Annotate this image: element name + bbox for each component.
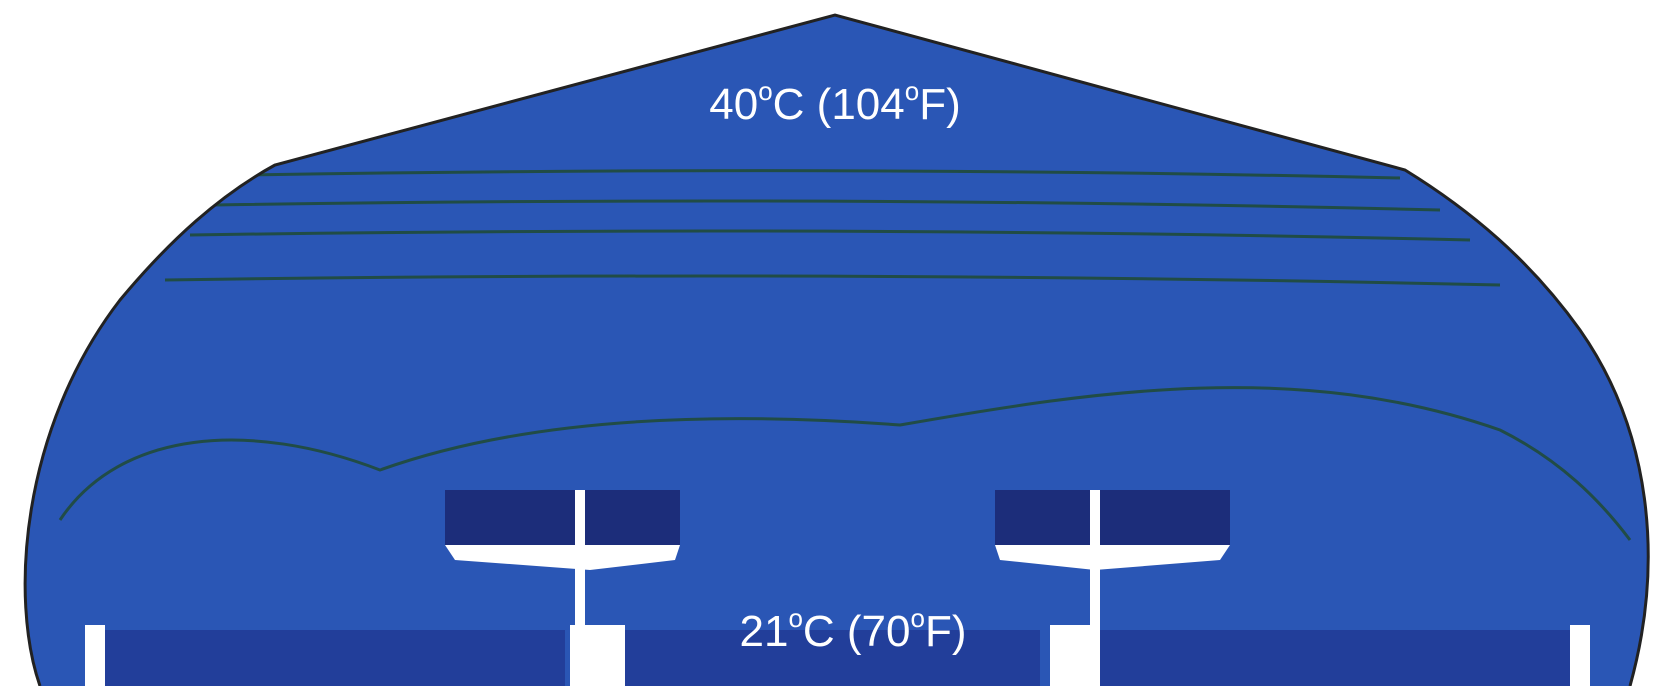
label-part: 40 — [709, 80, 758, 129]
label-sup: o — [911, 603, 925, 633]
label-sup: o — [758, 76, 772, 106]
label-sup: o — [788, 603, 802, 633]
label-part: C (70 — [803, 607, 911, 656]
label-part: F) — [925, 607, 967, 656]
posts — [85, 625, 1590, 686]
seats-right — [995, 490, 1230, 640]
label-part: F) — [919, 80, 961, 129]
label-part: 21 — [739, 607, 788, 656]
top-temperature: 40oC (104oF) — [709, 76, 961, 129]
label-sup: o — [905, 76, 919, 106]
seats-left — [445, 490, 680, 640]
label-part: C (104 — [773, 80, 905, 129]
bins — [105, 630, 1570, 686]
cabin-outline — [23, 13, 1650, 686]
bottom-temperature: 21oC (70oF) — [739, 603, 966, 656]
